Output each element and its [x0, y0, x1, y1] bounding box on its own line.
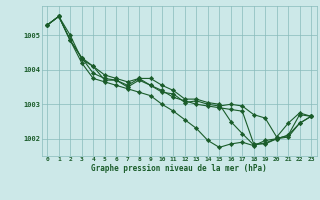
X-axis label: Graphe pression niveau de la mer (hPa): Graphe pression niveau de la mer (hPa) — [91, 164, 267, 173]
